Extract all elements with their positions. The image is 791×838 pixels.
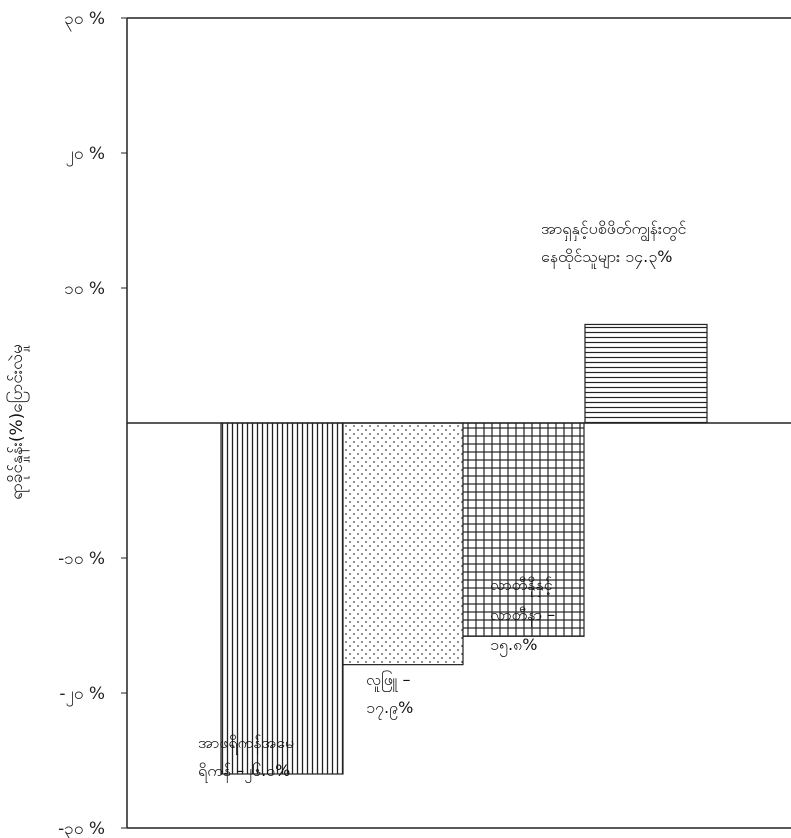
y-axis-title: ရာခိုင်နှုန်း(%)ပြောင်းလဲမှု xyxy=(5,344,30,500)
bar xyxy=(584,323,708,424)
y-axis-label: ရာခိုင်နှုန်း(%)ပြောင်းလဲမှု xyxy=(5,344,30,500)
y-tick-label: -၃၀ % xyxy=(58,819,105,838)
bar-annotation: နေထိုင်သူများ ၁၄.၃% xyxy=(541,247,672,269)
bar xyxy=(462,422,585,637)
bar-annotation: လာတီနိုနှင့် xyxy=(490,575,553,597)
bar xyxy=(220,422,344,775)
bar xyxy=(342,422,464,666)
y-tick-label: ၃၀ % xyxy=(64,9,105,32)
bar-annotation: အာဖရိကန်အမေ xyxy=(198,733,294,755)
bar-annotation: လူဖြူ – xyxy=(366,670,411,692)
y-tick-label: -၂၀ % xyxy=(59,684,105,707)
y-tick-label: ၂၀ % xyxy=(66,144,105,167)
bar-annotation: ၁၇.၉% xyxy=(366,698,413,720)
bar-annotation: အာရှနှင့်ပစိဖိတ်ကျွန်းတွင် xyxy=(541,219,687,242)
y-tick-label: ၁၀ % xyxy=(64,279,105,299)
bar-annotation: ၁၅.၈% xyxy=(490,635,537,657)
y-tick-label: -၁၀ % xyxy=(58,549,105,569)
bar-annotation: လာတီနာ – xyxy=(490,605,555,627)
bar-annotation: ရိကန် –၂၆.၀% xyxy=(198,761,290,783)
